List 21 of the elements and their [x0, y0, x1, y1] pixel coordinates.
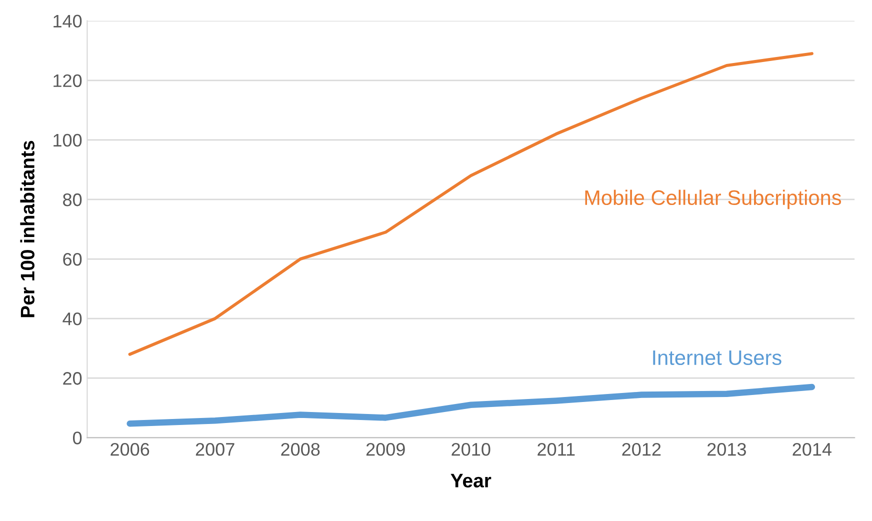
- x-tick-label: 2009: [366, 442, 405, 456]
- x-tick-label: 2010: [452, 442, 490, 456]
- y-tick-label: 120: [54, 74, 82, 88]
- x-tick-label: 2013: [707, 442, 746, 456]
- y-tick-label: 140: [54, 14, 82, 28]
- text: Mobile Cellular Subcriptions: [585, 190, 842, 210]
- x-tick-label: 2011: [538, 442, 575, 456]
- series-label: Internet Users: [653, 350, 782, 366]
- y-axis-title: Per 100 inhabitants: [20, 140, 34, 318]
- y-tick-label: 60: [63, 252, 82, 266]
- x-axis-title: Year: [450, 474, 492, 488]
- y-tick-label: 100: [54, 134, 82, 147]
- x-tick-label: 2012: [622, 442, 661, 456]
- x-tick-label: 2008: [281, 442, 320, 456]
- x-tick-label: 2006: [110, 442, 150, 456]
- y-tick-label: 40: [62, 312, 82, 326]
- x-tick-label: 2014: [792, 442, 832, 456]
- y-tick-label: 80: [63, 193, 82, 206]
- y-tick-label: 20: [63, 372, 82, 385]
- y-tick-label: 0: [73, 432, 82, 444]
- x-tick-label: 2007: [196, 442, 234, 456]
